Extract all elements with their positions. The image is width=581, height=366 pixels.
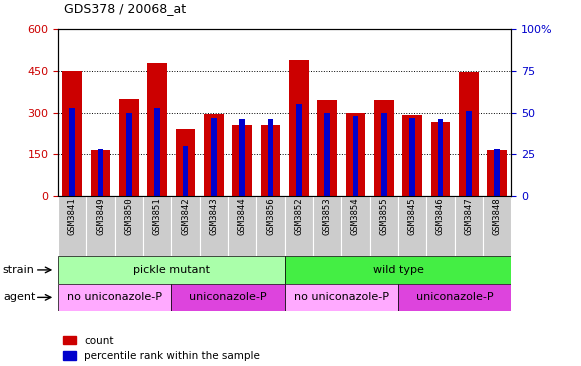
Bar xyxy=(98,149,103,196)
Text: GDS378 / 20068_at: GDS378 / 20068_at xyxy=(64,1,186,15)
Bar xyxy=(58,196,87,256)
Bar xyxy=(426,196,455,256)
Text: GSM3853: GSM3853 xyxy=(322,198,332,235)
Bar xyxy=(483,196,511,256)
Bar xyxy=(91,150,110,196)
Bar xyxy=(437,119,443,196)
Bar xyxy=(296,104,302,196)
Bar xyxy=(58,256,285,284)
Text: GSM3842: GSM3842 xyxy=(181,198,190,235)
Text: GSM3851: GSM3851 xyxy=(153,198,162,235)
Text: GSM3852: GSM3852 xyxy=(295,198,303,235)
Bar xyxy=(313,196,342,256)
Text: GSM3849: GSM3849 xyxy=(96,198,105,235)
Bar xyxy=(346,113,365,196)
Bar xyxy=(119,99,139,196)
Bar xyxy=(402,115,422,196)
Bar xyxy=(239,119,245,196)
Bar xyxy=(285,284,398,311)
Bar xyxy=(58,284,171,311)
Text: wild type: wild type xyxy=(372,265,424,275)
Text: uniconazole-P: uniconazole-P xyxy=(416,292,493,302)
Bar xyxy=(87,196,115,256)
Bar xyxy=(398,196,426,256)
Bar xyxy=(70,108,75,196)
Bar xyxy=(148,63,167,196)
Text: agent: agent xyxy=(3,292,35,302)
Bar xyxy=(115,196,143,256)
Text: pickle mutant: pickle mutant xyxy=(133,265,210,275)
Text: uniconazole-P: uniconazole-P xyxy=(189,292,267,302)
Bar xyxy=(228,196,256,256)
Bar xyxy=(487,150,507,196)
Text: GSM3855: GSM3855 xyxy=(379,198,388,235)
Bar xyxy=(353,116,358,196)
Bar xyxy=(261,125,281,196)
Text: no uniconazole-P: no uniconazole-P xyxy=(294,292,389,302)
Bar xyxy=(374,100,394,196)
Text: GSM3848: GSM3848 xyxy=(493,198,501,235)
Text: strain: strain xyxy=(3,265,35,275)
Bar xyxy=(183,146,188,196)
Bar xyxy=(211,117,217,196)
Bar xyxy=(175,129,195,196)
Bar xyxy=(466,111,472,196)
Bar xyxy=(459,72,479,196)
Bar xyxy=(204,114,224,196)
Bar xyxy=(285,196,313,256)
Text: GSM3856: GSM3856 xyxy=(266,198,275,235)
Bar xyxy=(285,256,511,284)
Bar xyxy=(324,113,330,196)
Bar xyxy=(317,100,337,196)
Bar xyxy=(370,196,398,256)
Bar xyxy=(455,196,483,256)
Bar xyxy=(200,196,228,256)
Bar xyxy=(342,196,370,256)
Bar xyxy=(232,125,252,196)
Text: GSM3844: GSM3844 xyxy=(238,198,247,235)
Bar xyxy=(62,71,82,196)
Bar xyxy=(431,122,450,196)
Bar xyxy=(381,113,386,196)
Bar xyxy=(126,113,132,196)
Bar xyxy=(155,108,160,196)
Bar xyxy=(289,60,309,196)
Text: GSM3841: GSM3841 xyxy=(68,198,77,235)
Bar xyxy=(256,196,285,256)
Text: GSM3845: GSM3845 xyxy=(408,198,417,235)
Legend: count, percentile rank within the sample: count, percentile rank within the sample xyxy=(63,336,260,361)
Bar xyxy=(494,149,500,196)
Bar xyxy=(268,119,273,196)
Bar xyxy=(398,284,511,311)
Text: GSM3854: GSM3854 xyxy=(351,198,360,235)
Bar xyxy=(410,117,415,196)
Bar xyxy=(171,196,200,256)
Text: GSM3843: GSM3843 xyxy=(209,198,218,235)
Bar xyxy=(143,196,171,256)
Text: no uniconazole-P: no uniconazole-P xyxy=(67,292,162,302)
Text: GSM3850: GSM3850 xyxy=(124,198,134,235)
Text: GSM3847: GSM3847 xyxy=(464,198,474,235)
Text: GSM3846: GSM3846 xyxy=(436,198,445,235)
Bar xyxy=(171,284,285,311)
